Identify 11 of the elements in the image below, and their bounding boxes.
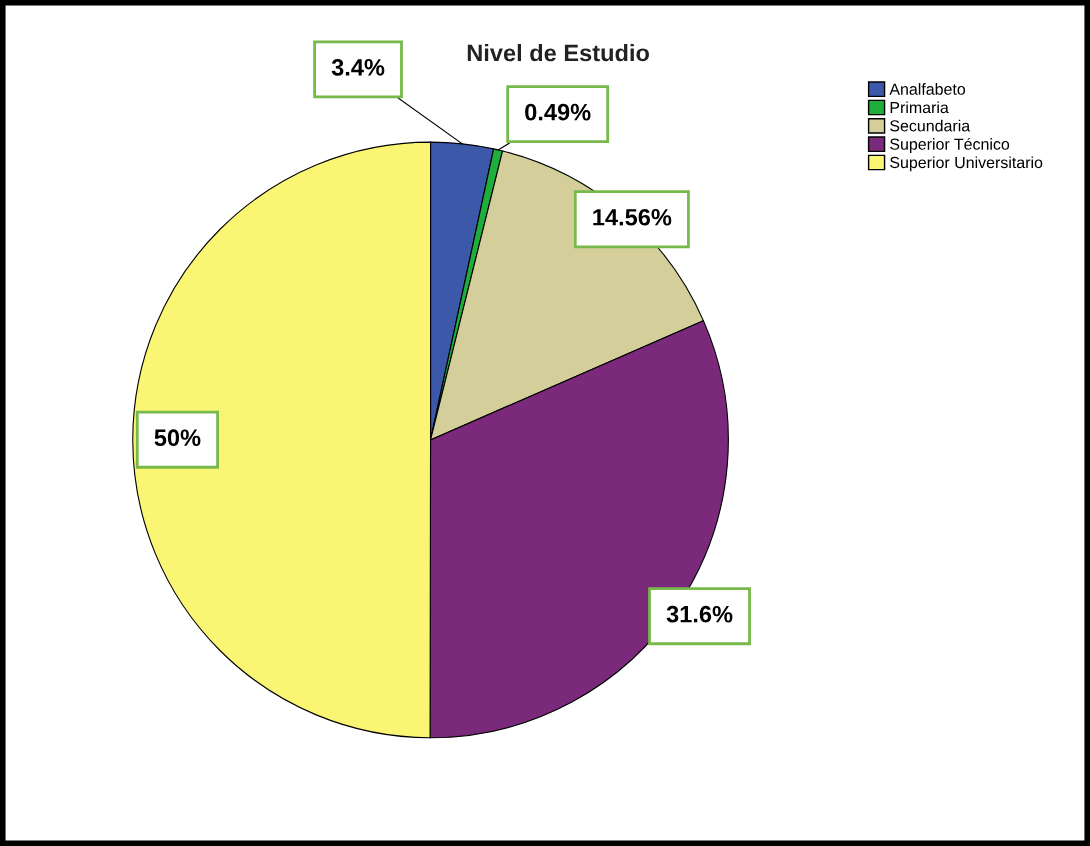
- legend-label: Superior Universitario: [890, 156, 1043, 172]
- data-label: 50%: [154, 429, 201, 447]
- legend-label: Secundaria: [890, 119, 971, 132]
- data-label: 31.6%: [666, 605, 733, 623]
- chart-title: Nivel de Estudio: [467, 43, 649, 62]
- data-label: 3.4%: [331, 58, 385, 76]
- data-label: 14.56%: [593, 208, 672, 226]
- legend-label: Analfabeto: [889, 83, 966, 95]
- legend-label: Primaria: [890, 101, 949, 114]
- data-label: 0.49%: [525, 103, 591, 121]
- legend-label: Superior Técnico: [890, 137, 1010, 153]
